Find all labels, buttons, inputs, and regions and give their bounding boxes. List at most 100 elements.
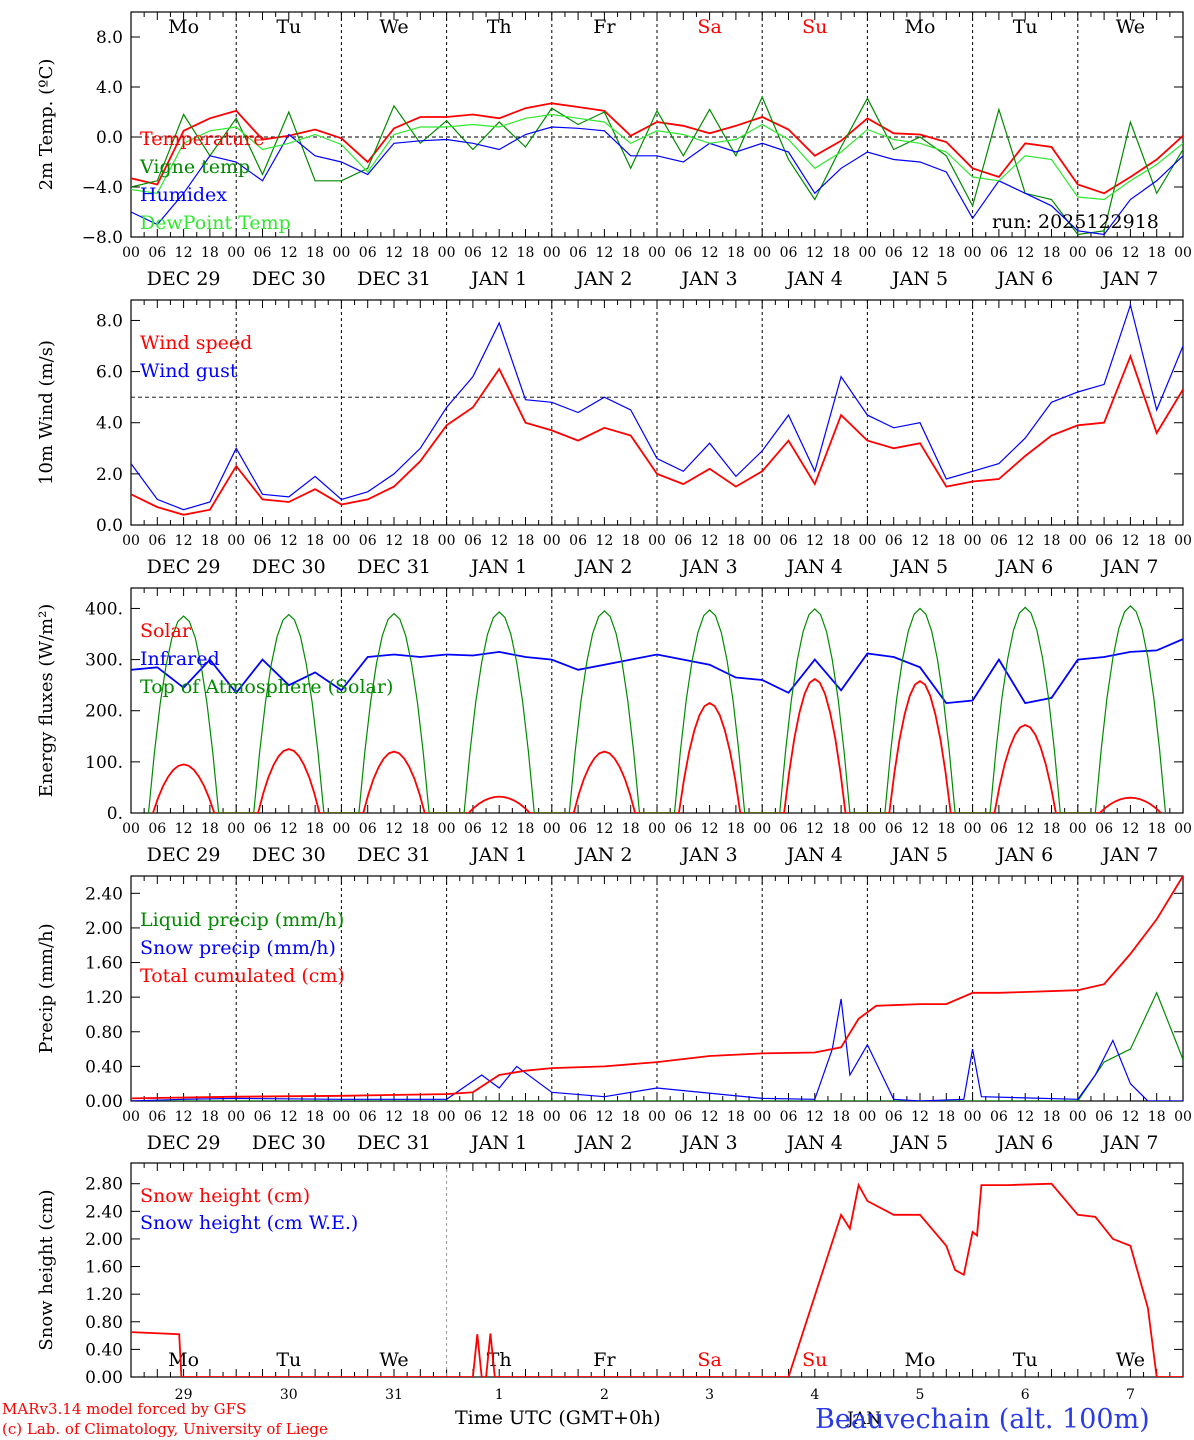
date-label: DEC 31	[357, 556, 431, 578]
hour-tick-label: 06	[148, 533, 166, 549]
legend-entry: Solar	[140, 620, 192, 642]
panel-wind: 0.0 2.0 4.0 6.0 8.0 10m Wind (m/s) 00 06 12 18 DEC…	[36, 299, 1192, 578]
day-name-label: Tu	[276, 16, 301, 38]
hour-tick-label: 00	[648, 245, 666, 261]
day-name-label: Sa	[697, 1349, 721, 1371]
hour-tick-label: 00	[1069, 245, 1087, 261]
hour-tick-label: 00	[1069, 1109, 1087, 1125]
legend-entry: DewPoint Temp	[140, 212, 291, 234]
hour-tick-label: 00	[753, 533, 771, 549]
day-number-label: 3	[705, 1387, 714, 1403]
hour-tick-label: 00	[543, 821, 561, 837]
day-name-label: We	[379, 16, 408, 38]
legend-entry: Liquid precip (mm/h)	[140, 909, 344, 931]
y-tick-label: 0.40	[85, 1057, 123, 1077]
y-tick-label: 0.00	[85, 1092, 123, 1112]
date-label: JAN 2	[574, 556, 632, 578]
date-label: DEC 29	[147, 556, 221, 578]
hour-tick-label: 18	[622, 821, 640, 837]
hour-tick-label: 00	[438, 1109, 456, 1125]
y-tick-label: 8.0	[96, 28, 123, 48]
date-label: DEC 29	[147, 844, 221, 866]
y-tick-label: 200.	[85, 702, 123, 722]
hour-tick-label: 00	[648, 533, 666, 549]
hour-tick-label: 06	[569, 1109, 587, 1125]
hour-tick-label: 06	[674, 821, 692, 837]
hour-tick-label: 12	[490, 245, 508, 261]
hour-tick-label: 18	[727, 821, 745, 837]
hour-tick-label: 00	[438, 821, 456, 837]
y-tick-label: 1.60	[85, 954, 123, 974]
hour-tick-label: 18	[832, 245, 850, 261]
day-name-label: We	[1116, 16, 1145, 38]
day-number-label: 5	[916, 1387, 925, 1403]
hour-tick-label: 18	[937, 1109, 955, 1125]
hour-tick-label: 12	[490, 1109, 508, 1125]
day-name-label: Mo	[905, 16, 936, 38]
hour-tick-label: 18	[832, 821, 850, 837]
day-name-label: Mo	[168, 1349, 199, 1371]
legend-entry: Wind gust	[140, 360, 238, 382]
panel-energy: 0. 100. 200. 300. 400. Energy fluxes (W/m²) 00…	[36, 587, 1192, 866]
y-tick-label: 4.0	[96, 414, 123, 434]
hour-tick-label: 18	[201, 1109, 219, 1125]
panel-frame	[130, 587, 1184, 814]
series-line-temperature	[131, 102, 1183, 195]
hour-tick-label: 18	[411, 1109, 429, 1125]
hour-tick-label: 18	[1148, 245, 1166, 261]
hour-tick-label: 00	[227, 821, 245, 837]
y-tick-label: 4.0	[96, 78, 123, 98]
hour-tick-label: 18	[1148, 1109, 1166, 1125]
hour-tick-label: 18	[1148, 821, 1166, 837]
y-tick-label: −8.0	[82, 228, 123, 248]
hour-tick-label: 00	[227, 533, 245, 549]
y-tick-label: 300.	[85, 651, 123, 671]
hour-tick-label: 06	[990, 821, 1008, 837]
day-name-label: Mo	[168, 16, 199, 38]
day-name-label: Th	[487, 1349, 512, 1371]
legend-entry: Top of Atmosphere (Solar)	[140, 676, 393, 698]
y-tick-label: 2.00	[85, 1230, 123, 1250]
date-label: JAN 1	[469, 844, 527, 866]
y-axis-label: 10m Wind (m/s)	[36, 340, 57, 485]
date-label: JAN 6	[995, 556, 1053, 578]
hour-tick-label: 00	[964, 245, 982, 261]
day-name-label: We	[1116, 1349, 1145, 1371]
date-label: DEC 30	[252, 556, 326, 578]
day-name-label: We	[379, 1349, 408, 1371]
hour-tick-label: 00	[858, 821, 876, 837]
hour-tick-label: 06	[990, 1109, 1008, 1125]
series-line-solar	[152, 677, 1162, 813]
hour-tick-label: 12	[1121, 533, 1139, 549]
hour-tick-label: 06	[254, 1109, 272, 1125]
hour-tick-label: 06	[464, 245, 482, 261]
day-name-label: Fr	[593, 1349, 616, 1371]
series-line-snow-precip-mm-h-	[131, 998, 1183, 1101]
hour-tick-label: 12	[175, 245, 193, 261]
hour-tick-label: 06	[359, 821, 377, 837]
hour-tick-label: 12	[1121, 1109, 1139, 1125]
legend-entry: Temperature	[140, 128, 264, 150]
legend-entry: Snow height (cm W.E.)	[140, 1212, 358, 1234]
hour-tick-label: 18	[306, 821, 324, 837]
legend-entry: Vigne temp	[139, 156, 250, 178]
hour-tick-label: 12	[280, 1109, 298, 1125]
hour-tick-label: 18	[306, 245, 324, 261]
series-line-dewpoint-temp	[131, 113, 1183, 201]
hour-tick-label: 00	[1174, 245, 1192, 261]
hour-tick-label: 06	[359, 245, 377, 261]
day-name-label: Su	[802, 1349, 827, 1371]
y-tick-label: 2.80	[85, 1175, 123, 1195]
hour-tick-label: 18	[517, 245, 535, 261]
date-label: JAN 2	[574, 268, 632, 290]
y-tick-label: 0.0	[96, 516, 123, 536]
hour-tick-label: 12	[1016, 533, 1034, 549]
day-number-label: 4	[810, 1387, 819, 1403]
hour-tick-label: 00	[648, 1109, 666, 1125]
date-label: JAN 1	[469, 268, 527, 290]
hour-tick-label: 18	[832, 533, 850, 549]
hour-tick-label: 18	[201, 245, 219, 261]
date-label: JAN 1	[469, 556, 527, 578]
hour-tick-label: 00	[543, 245, 561, 261]
hour-tick-label: 00	[964, 533, 982, 549]
